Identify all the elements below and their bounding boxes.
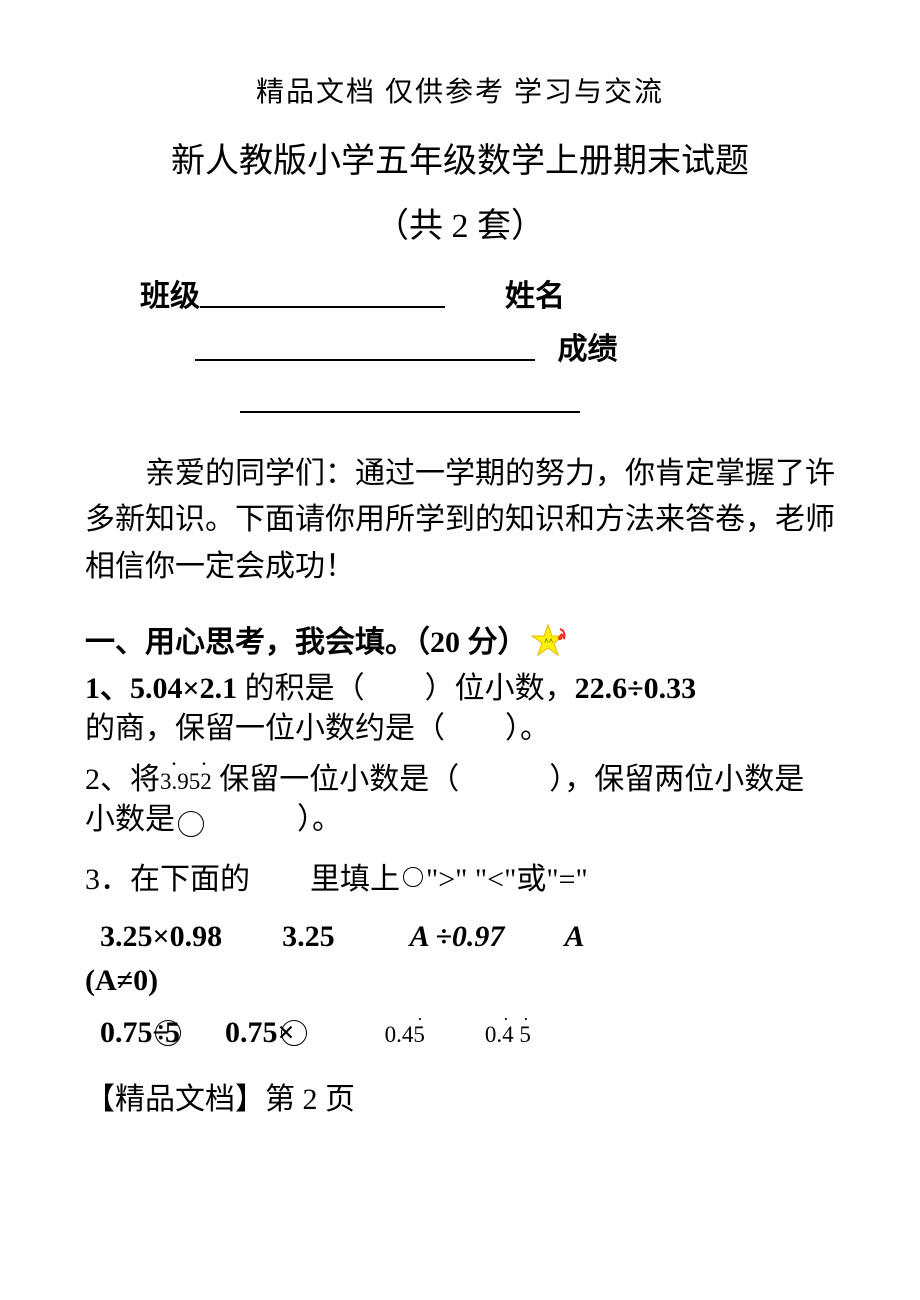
q1-mid: 的积是（ ）位小数， <box>237 672 575 705</box>
blank-circle <box>155 1020 181 1046</box>
row-compare-1-note: (A≠0) <box>85 964 835 998</box>
name-label: 姓名 <box>505 280 565 313</box>
q2-prefix: 2、将 <box>85 763 160 796</box>
r1-b1: A ÷0.97 <box>410 920 505 953</box>
q2-tail-a: 小数是 <box>85 803 175 836</box>
r2-b2: 0.4 5 <box>485 1022 531 1048</box>
doc-header: 精品文档 仅供参考 学习与交流 <box>85 70 835 110</box>
intro-paragraph: 亲爱的同学们：通过一学期的努力，你肯定掌握了许多新知识。下面请你用所学到的知识和… <box>85 451 835 591</box>
score-label: 成绩 <box>558 333 618 366</box>
q1-expr-a: 5.04×2.1 <box>130 672 237 705</box>
star-music-icon: ^^ <box>534 627 566 659</box>
q2-mid: 保留一位小数是（ ），保留两位小数是 <box>212 763 805 796</box>
q3-mid: 里填上 <box>310 863 400 896</box>
question-2: 2、将3.952 保留一位小数是（ ），保留两位小数是小数是 ）。 <box>85 760 835 841</box>
q3-prefix: 3．在下面的 <box>85 863 250 896</box>
r1-b2: A <box>564 920 584 953</box>
form-row-2: 成绩 <box>140 324 835 377</box>
form-row-3 <box>140 376 835 429</box>
q2-recurring-number: 3.952 <box>160 766 212 797</box>
score-underline <box>240 411 580 413</box>
blank-circle <box>403 867 423 887</box>
q3-ops: ">" "<"或"=" <box>426 863 588 896</box>
row-compare-1: 3.25×0.98 3.25 A ÷0.97 A <box>85 920 835 954</box>
row-compare-2: 0.75÷5 0.75× 0.45 0.4 5 <box>85 1016 835 1050</box>
class-label: 班级 <box>140 280 200 313</box>
class-underline <box>200 306 445 308</box>
q1-expr-b: 22.6÷0.33 <box>575 672 696 705</box>
blank-circle <box>281 1020 307 1046</box>
r2-b1: 0.45 <box>385 1022 425 1048</box>
q1-prefix: 1、 <box>85 672 130 705</box>
r1-a1: 3.25×0.98 <box>100 920 222 953</box>
question-3: 3．在下面的 里填上 ">" "<"或"=" <box>85 857 835 902</box>
doc-title: 新人教版小学五年级数学上册期末试题（共 2 套） <box>145 130 775 259</box>
name-underline <box>195 359 535 361</box>
blank-circle <box>178 811 204 837</box>
section-1-heading: 一、用心思考，我会填。（20 分） ^^ <box>85 620 835 667</box>
q1-tail: 的商，保留一位小数约是（ ）。 <box>85 712 550 745</box>
q2-tail-b: ）。 <box>207 803 342 836</box>
section-1-label: 一、用心思考，我会填。（20 分） <box>85 620 528 667</box>
svg-text:^^: ^^ <box>544 637 554 646</box>
r1-a2: 3.25 <box>282 920 335 953</box>
question-1: 1、5.04×2.1 的积是（ ）位小数，22.6÷0.33 的商，保留一位小数约… <box>85 669 835 750</box>
r1-note: (A≠0) <box>85 964 158 997</box>
form-row-1: 班级 姓名 <box>140 271 835 324</box>
page-footer: 【精品文档】第 2 页 <box>85 1074 835 1118</box>
